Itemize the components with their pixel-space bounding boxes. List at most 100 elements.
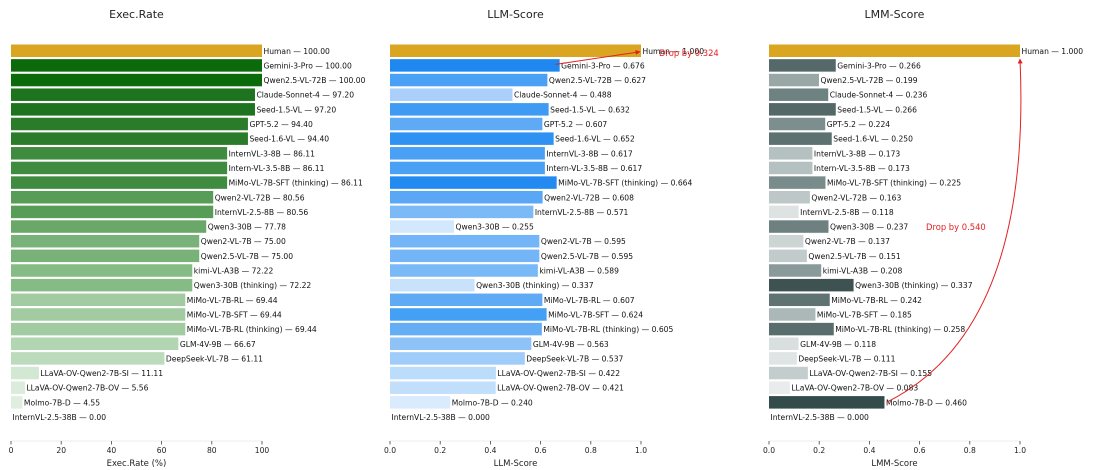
llm-score-tick-label: 0.2 bbox=[434, 446, 446, 455]
llm-score-bar-label: Claude-Sonnet-4 — 0.488 bbox=[514, 91, 612, 100]
exec-rate-tick-label: 60 bbox=[157, 446, 167, 455]
exec-rate-bar bbox=[11, 249, 200, 263]
lmm-score-bar bbox=[769, 308, 816, 321]
exec-rate-bar-label: kimi-VL-A3B — 72.22 bbox=[194, 267, 274, 276]
exec-rate-bar-label: InternVL-2.5-38B — 0.00 bbox=[13, 413, 107, 422]
llm-score-tick-label: 0.6 bbox=[535, 446, 547, 455]
llm-score-bar bbox=[390, 176, 557, 189]
exec-rate-bar bbox=[11, 352, 165, 365]
exec-rate-tick-label: 0 bbox=[9, 446, 14, 455]
exec-rate-bar-label: LLaVA-OV-Qwen2-7B-SI — 11.11 bbox=[40, 369, 163, 378]
lmm-score-bar bbox=[769, 234, 804, 248]
exec-rate-bar bbox=[11, 161, 228, 175]
lmm-score-bar-label: Qwen2.5-VL-72B — 0.199 bbox=[820, 76, 917, 85]
llm-score-bar bbox=[390, 308, 547, 321]
exec-rate-bar-label: Seed-1.6-VL — 94.40 bbox=[249, 135, 329, 144]
lmm-score-bar bbox=[769, 88, 829, 101]
exec-rate-bar-label: Qwen2.5-VL-72B — 100.00 bbox=[264, 76, 366, 85]
llm-score-bar-label: kimi-VL-A3B — 0.589 bbox=[539, 267, 619, 276]
exec-rate-bar-label: DeepSeek-VL-7B — 61.11 bbox=[166, 354, 263, 363]
lmm-score-bar bbox=[769, 103, 836, 116]
exec-rate-bar bbox=[11, 73, 262, 87]
llm-score-title: LLM-Score bbox=[487, 8, 544, 21]
lmm-score-bar-label: Qwen2-VL-72B — 0.163 bbox=[811, 193, 901, 202]
llm-score-bar-label: Qwen3-30B — 0.255 bbox=[456, 223, 534, 232]
lmm-score-bar-label: kimi-VL-A3B — 0.208 bbox=[823, 267, 903, 276]
llm-score-bar-label: InternVL-3-8B — 0.617 bbox=[546, 149, 632, 158]
exec-rate-bar-label: Qwen2-VL-72B — 80.56 bbox=[215, 193, 305, 202]
llm-score-bar bbox=[390, 103, 549, 116]
exec-rate-bar-label: Gemini-3-Pro — 100.00 bbox=[264, 61, 353, 70]
lmm-score-bar bbox=[769, 191, 810, 204]
exec-rate-bar bbox=[11, 147, 228, 160]
llm-score-bar-label: MiMo-VL-7B-RL — 0.607 bbox=[544, 296, 635, 305]
lmm-score-bar-label: MiMo-VL-7B-RL — 0.242 bbox=[831, 296, 922, 305]
exec-rate-bar bbox=[11, 44, 262, 57]
lmm-score-bar-label: Qwen2-VL-7B — 0.137 bbox=[805, 237, 890, 246]
llm-score-drop-arrow bbox=[555, 49, 641, 65]
lmm-score-bar-label: LLaVA-OV-Qwen2-7B-OV — 0.083 bbox=[791, 384, 918, 393]
llm-score-bar bbox=[390, 117, 543, 131]
llm-score-bar-label: Human — 1.000 bbox=[643, 47, 705, 56]
exec-rate-bar bbox=[11, 264, 193, 277]
llm-score-bar-label: Qwen3-30B (thinking) — 0.337 bbox=[476, 281, 594, 290]
lmm-score-bar-label: GPT-5.2 — 0.224 bbox=[827, 120, 891, 129]
llm-score-bar-label: Qwen2.5-VL-72B — 0.627 bbox=[549, 76, 646, 85]
llm-score-bar bbox=[390, 278, 475, 292]
lmm-score-bar-label: InternVL-3-8B — 0.173 bbox=[814, 149, 900, 158]
llm-score-bar bbox=[390, 322, 542, 336]
lmm-score-drop-annotation: Drop by 0.540 bbox=[926, 222, 986, 232]
lmm-score-bar bbox=[769, 337, 799, 350]
exec-rate-bar-label: Seed-1.5-VL — 97.20 bbox=[256, 105, 336, 114]
llm-score-bar bbox=[390, 337, 532, 350]
exec-rate-bar bbox=[11, 132, 248, 145]
llm-score-bar bbox=[390, 44, 641, 57]
lmm-score-bar bbox=[769, 278, 854, 292]
exec-rate-bar bbox=[11, 381, 25, 394]
lmm-score-bar-label: Seed-1.5-VL — 0.266 bbox=[837, 105, 917, 114]
llm-score-x-axis-label: LLM-Score bbox=[494, 459, 538, 469]
llm-score-bar-label: Gemini-3-Pro — 0.676 bbox=[561, 61, 645, 70]
exec-rate-bar-label: Claude-Sonnet-4 — 97.20 bbox=[256, 91, 354, 100]
lmm-score-bar bbox=[769, 220, 829, 233]
llm-score-bar-label: Qwen2-VL-72B — 0.608 bbox=[544, 193, 634, 202]
lmm-score-bar bbox=[769, 322, 834, 336]
exec-rate-bar bbox=[11, 103, 255, 116]
lmm-score-bar-label: Human — 1.000 bbox=[1022, 47, 1084, 56]
llm-score-bar-label: MiMo-VL-7B-RL (thinking) — 0.605 bbox=[543, 325, 673, 334]
lmm-score-bar-label: Intern-VL-3.5-8B — 0.173 bbox=[814, 164, 910, 173]
llm-score-bar bbox=[390, 366, 496, 380]
llm-score-bar-label: InternVL-2.5-38B — 0.000 bbox=[392, 413, 491, 422]
lmm-score-bar-label: InternVL-2.5-38B — 0.000 bbox=[771, 413, 870, 422]
llm-score-bar bbox=[390, 73, 548, 87]
llm-score-bar-label: GLM-4V-9B — 0.563 bbox=[533, 340, 609, 349]
exec-rate-bar-label: Qwen2-VL-7B — 75.00 bbox=[201, 237, 286, 246]
lmm-score-bar bbox=[769, 73, 819, 87]
exec-rate-tick-label: 20 bbox=[56, 446, 66, 455]
llm-score-bar bbox=[390, 161, 545, 175]
llm-score-bar-label: Qwen2.5-VL-7B — 0.595 bbox=[541, 252, 633, 261]
exec-rate-tick-label: 80 bbox=[207, 446, 217, 455]
lmm-score-bar-label: Qwen3-30B — 0.237 bbox=[830, 223, 908, 232]
exec-rate-bar-label: MiMo-VL-7B-SFT (thinking) — 86.11 bbox=[229, 179, 363, 188]
lmm-score-bar bbox=[769, 381, 790, 394]
llm-score-bar-label: Molmo-7B-D — 0.240 bbox=[452, 398, 533, 407]
lmm-score-bar-label: Qwen2.5-VL-7B — 0.151 bbox=[808, 252, 900, 261]
exec-rate-bar bbox=[11, 176, 228, 189]
llm-score-bar-label: Seed-1.5-VL — 0.632 bbox=[550, 105, 630, 114]
lmm-score-bar bbox=[769, 205, 799, 219]
lmm-score-bar bbox=[769, 161, 813, 175]
lmm-score-bar bbox=[769, 59, 836, 72]
llm-score-bar bbox=[390, 220, 455, 233]
llm-score-bar bbox=[390, 396, 451, 409]
exec-rate-bar bbox=[11, 396, 23, 409]
exec-rate-bar bbox=[11, 308, 186, 321]
exec-rate-bar-label: Human — 100.00 bbox=[264, 47, 331, 56]
lmm-score-tick-label: 1.0 bbox=[1014, 446, 1026, 455]
lmm-score-bar bbox=[769, 352, 797, 365]
exec-rate-bar-label: InternVL-3-8B — 86.11 bbox=[229, 149, 315, 158]
exec-rate-bar-label: Qwen3-30B — 77.78 bbox=[208, 223, 286, 232]
llm-score-bar-label: Intern-VL-3.5-8B — 0.617 bbox=[546, 164, 642, 173]
llm-score-bar-label: LLaVA-OV-Qwen2-7B-SI — 0.422 bbox=[497, 369, 620, 378]
